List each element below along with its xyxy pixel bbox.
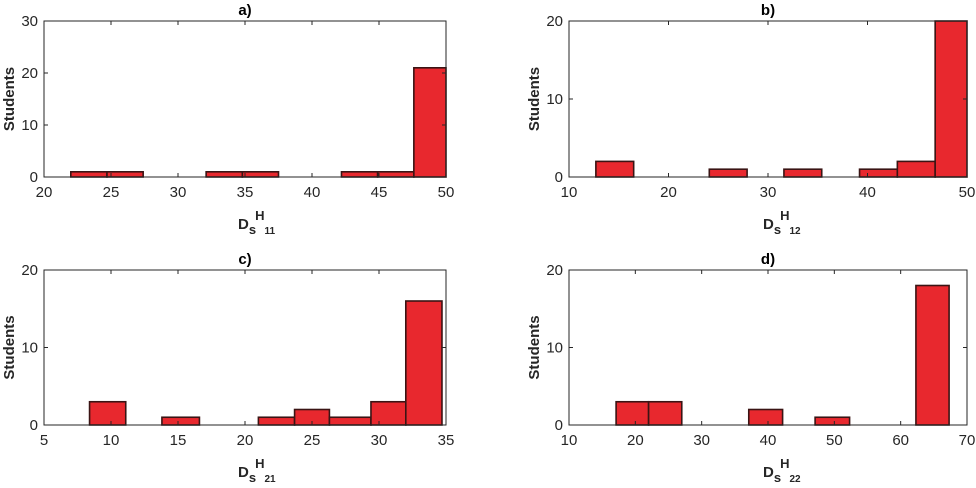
histogram-bar: [257, 416, 296, 426]
y-tick-label: 10: [546, 340, 563, 357]
x-label-sub: s: [774, 222, 781, 237]
x-tick-label: 20: [36, 184, 53, 201]
histogram-bar: [595, 160, 635, 178]
x-tick-label: 10: [561, 184, 578, 201]
x-axis-label: DsH21: [238, 456, 276, 485]
histogram-bar: [70, 171, 108, 178]
x-label-subsub: 11: [264, 226, 275, 237]
y-axis-label: Students: [1, 315, 18, 379]
x-label-base: D: [763, 216, 774, 233]
histogram-bar: [106, 171, 144, 178]
histogram-bar: [934, 20, 968, 178]
x-tick-label: 5: [40, 432, 48, 449]
panel-title: d): [761, 251, 775, 268]
x-tick-label: 30: [760, 184, 777, 201]
y-tick-label: 30: [21, 13, 38, 30]
histogram-panel: 20 25 30 35 40 45 50 0 10 20 30 a) Students DsH11: [1, 2, 454, 237]
x-tick-label: 20: [237, 432, 254, 449]
x-label-sup: H: [255, 456, 264, 471]
y-axis-label: Students: [526, 315, 543, 379]
histogram-bar: [783, 168, 823, 178]
x-tick-label: 20: [660, 184, 677, 201]
y-tick-label: 20: [546, 13, 563, 30]
x-tick-label: 40: [760, 432, 777, 449]
x-tick-label: 40: [859, 184, 876, 201]
x-label-subsub: 22: [789, 474, 801, 485]
x-tick-label: 25: [304, 432, 321, 449]
x-tick-label: 45: [371, 184, 388, 201]
x-label-sub: s: [249, 470, 256, 485]
y-tick-label: 20: [21, 262, 38, 279]
x-tick-label: 10: [561, 432, 578, 449]
x-label-base: D: [238, 216, 249, 233]
histogram-bar: [205, 171, 244, 178]
y-tick-label: 10: [21, 117, 38, 134]
y-tick-label: 10: [21, 340, 38, 357]
histogram-bar: [328, 416, 372, 426]
x-axis-label: DsH12: [763, 208, 801, 237]
histogram-bar: [413, 67, 447, 178]
x-label-sup: H: [780, 208, 789, 223]
histogram-bar: [404, 300, 443, 426]
histogram-bar: [241, 171, 280, 178]
x-axis-label: DsH11: [238, 208, 275, 237]
histogram-bar: [376, 171, 415, 178]
x-axis-label: DsH22: [763, 456, 801, 485]
x-tick-label: 35: [438, 432, 455, 449]
x-label-sub: s: [774, 470, 781, 485]
x-label-sup: H: [780, 456, 789, 471]
x-tick-label: 50: [959, 184, 976, 201]
x-label-subsub: 21: [264, 474, 276, 485]
x-tick-label: 20: [627, 432, 644, 449]
histogram-bar: [858, 168, 899, 178]
x-tick-label: 10: [103, 432, 120, 449]
histogram-bar: [615, 400, 650, 426]
x-label-sup: H: [255, 208, 264, 223]
x-label-subsub: 12: [789, 226, 801, 237]
x-tick-label: 50: [438, 184, 455, 201]
y-axis-label: Students: [526, 67, 543, 131]
x-label-sub: s: [249, 222, 256, 237]
x-tick-label: 60: [892, 432, 909, 449]
histogram-bar: [708, 168, 748, 178]
x-tick-label: 70: [959, 432, 976, 449]
histogram-bar: [161, 416, 201, 426]
panel-title: b): [761, 2, 775, 19]
x-tick-label: 15: [170, 432, 187, 449]
y-tick-label: 0: [555, 417, 563, 434]
histogram-bar: [896, 160, 936, 178]
x-tick-label: 50: [826, 432, 843, 449]
panel-title: a): [238, 2, 251, 19]
histogram-bar: [915, 284, 950, 426]
y-tick-label: 0: [30, 169, 38, 186]
histogram-bar: [370, 400, 407, 426]
y-tick-label: 10: [546, 91, 563, 108]
histogram-panel: 5 10 15 20 25 30 35 0 10 20 c) Students DsH21: [1, 251, 454, 485]
y-axis-label: Students: [1, 67, 18, 131]
histogram-bar: [340, 171, 379, 178]
axes-box: [43, 20, 447, 178]
x-tick-label: 30: [170, 184, 187, 201]
histogram-bar: [647, 400, 683, 426]
axes-box: [568, 20, 968, 178]
histogram-bar: [88, 400, 127, 426]
x-tick-label: 30: [371, 432, 388, 449]
x-label-base: D: [763, 464, 774, 481]
y-tick-label: 0: [30, 417, 38, 434]
x-tick-label: 40: [304, 184, 321, 201]
x-tick-label: 25: [103, 184, 120, 201]
panel-title: c): [238, 251, 251, 268]
y-tick-label: 20: [21, 65, 38, 82]
y-tick-label: 20: [546, 262, 563, 279]
x-tick-label: 30: [693, 432, 710, 449]
histogram-bar: [814, 416, 851, 426]
x-label-base: D: [238, 464, 249, 481]
y-tick-label: 0: [555, 169, 563, 186]
histogram-bar: [747, 408, 784, 426]
x-tick-label: 35: [237, 184, 254, 201]
